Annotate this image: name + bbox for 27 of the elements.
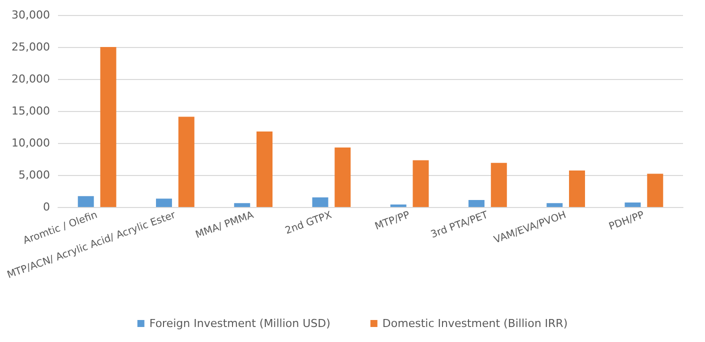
bar bbox=[624, 202, 641, 207]
bar bbox=[256, 131, 273, 207]
y-tick-label: 30,000 bbox=[12, 8, 50, 22]
bar bbox=[647, 174, 664, 207]
bar bbox=[312, 197, 328, 207]
bar bbox=[546, 203, 563, 207]
y-tick-label: 15,000 bbox=[12, 104, 50, 118]
bar bbox=[156, 198, 172, 207]
legend-label: Foreign Investment (Million USD) bbox=[149, 317, 330, 330]
y-tick-label: 0 bbox=[43, 200, 50, 214]
x-tick-label: 2nd GTPX bbox=[284, 210, 334, 237]
bar bbox=[390, 204, 406, 207]
x-tick-label: MMA/ PMMA bbox=[194, 210, 256, 241]
bar bbox=[490, 162, 507, 207]
bar bbox=[412, 160, 429, 207]
legend-label: Domestic Investment (Billion IRR) bbox=[382, 317, 568, 330]
y-tick-label: 25,000 bbox=[12, 40, 50, 54]
bar bbox=[569, 170, 586, 207]
bar bbox=[100, 47, 116, 207]
bar bbox=[468, 200, 484, 207]
bar bbox=[78, 196, 94, 207]
bar bbox=[178, 116, 194, 207]
y-tick-label: 20,000 bbox=[12, 72, 50, 86]
bar bbox=[234, 203, 250, 207]
bar bbox=[334, 147, 351, 207]
y-tick-label: 10,000 bbox=[12, 136, 50, 150]
y-tick-label: 5,000 bbox=[18, 168, 50, 182]
